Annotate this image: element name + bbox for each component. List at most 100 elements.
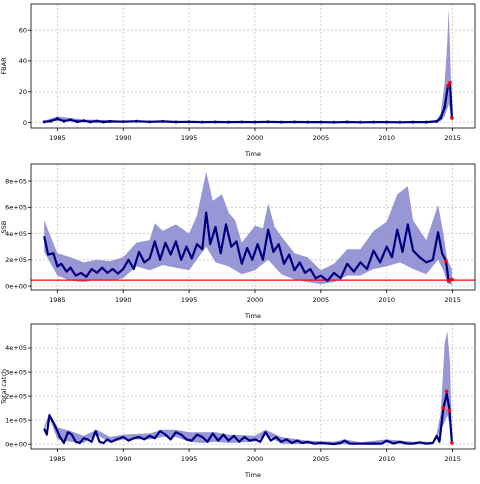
confidence-band xyxy=(44,171,452,285)
chart-panel-2: 1985 1990 1995 2000 2005 2010 2015 0e+00 2e+05 4e… xyxy=(0,163,476,320)
y-tick-label: 3e+05 xyxy=(5,368,27,376)
confidence-band xyxy=(44,8,452,123)
highlight-marker xyxy=(450,441,454,445)
x-tick-label: 1990 xyxy=(115,134,132,142)
series-point xyxy=(101,120,105,124)
series-point xyxy=(75,120,79,124)
y-tick-label: 40 xyxy=(19,57,27,65)
chart-panel-3: 1985 1990 1995 2000 2005 2010 2015 0e+00 1e+05 2e… xyxy=(0,323,476,479)
series-point xyxy=(55,117,59,121)
highlight-marker xyxy=(444,389,449,394)
x-tick-label: 1995 xyxy=(181,455,198,463)
plot-frame xyxy=(30,3,476,129)
highlight-marker xyxy=(444,259,448,263)
highlight-marker xyxy=(450,116,454,120)
y-axis-label: FBAR xyxy=(0,57,8,75)
y-tick-label: 4e+05 xyxy=(5,230,27,238)
y-axis-label: SSB xyxy=(0,221,8,234)
y-tick-label: 4e+05 xyxy=(5,344,27,352)
y-axis-label: Total catch xyxy=(0,369,8,405)
series-line xyxy=(44,81,453,124)
x-tick-label: 1995 xyxy=(181,296,198,304)
chart-panel-1: 1985 1990 1995 2000 2005 2010 2015 0 20 40 60 Time F… xyxy=(0,3,476,158)
y-tick-label: 0 xyxy=(23,119,27,127)
series-point xyxy=(332,120,336,124)
y-tick-label: 1e+05 xyxy=(5,416,27,424)
series-point xyxy=(187,120,191,124)
x-tick-label: 2015 xyxy=(444,296,461,304)
highlight-marker xyxy=(446,83,450,88)
x-tick-label: 2000 xyxy=(247,455,264,463)
series-point xyxy=(240,120,244,124)
highlight-marker xyxy=(447,408,452,413)
x-tick-label: 1985 xyxy=(49,296,66,304)
x-tick-label: 1990 xyxy=(115,455,132,463)
y-tick-label: 8e+05 xyxy=(5,177,27,185)
x-tick-label: 2005 xyxy=(313,455,330,463)
series-point xyxy=(82,119,86,123)
series-point xyxy=(108,119,112,123)
x-tick-label: 2010 xyxy=(378,455,395,463)
x-axis-label: Time xyxy=(244,150,261,158)
highlight-marker xyxy=(450,277,454,282)
series-point xyxy=(42,120,46,124)
series-point xyxy=(439,116,443,120)
x-tick-label: 2010 xyxy=(378,296,395,304)
y-tick-label: 0e+00 xyxy=(5,282,27,290)
series-point xyxy=(227,120,231,124)
series-point xyxy=(161,119,165,123)
y-tick-label: 0e+00 xyxy=(5,440,27,448)
series-point xyxy=(358,120,362,124)
x-axis-label: Time xyxy=(244,312,261,320)
x-tick-label: 1985 xyxy=(49,455,66,463)
series-point xyxy=(345,120,349,124)
series-point xyxy=(174,120,178,124)
x-tick-label: 1995 xyxy=(181,134,198,142)
series-point xyxy=(253,120,257,124)
series-point xyxy=(411,120,415,124)
x-axis-label: Time xyxy=(244,471,261,479)
series-point xyxy=(88,120,92,124)
series-point xyxy=(306,120,310,124)
y-tick-label: 2e+05 xyxy=(5,256,27,264)
series-line xyxy=(43,211,453,282)
x-tick-label: 1990 xyxy=(115,296,132,304)
plot-frame xyxy=(30,323,476,450)
x-tick-label: 2005 xyxy=(313,296,330,304)
series-point xyxy=(319,120,323,124)
series-point xyxy=(49,119,53,123)
x-tick-label: 2005 xyxy=(313,134,330,142)
y-tick-label: 20 xyxy=(19,88,27,96)
series-point xyxy=(385,120,389,124)
series-point xyxy=(213,120,217,124)
series-point xyxy=(134,119,138,123)
y-tick-label: 6e+05 xyxy=(5,204,27,212)
series-point xyxy=(424,120,428,124)
highlight-marker xyxy=(441,406,446,410)
series-point xyxy=(293,120,297,124)
series-point xyxy=(443,105,447,109)
series-point xyxy=(62,119,66,123)
series-point xyxy=(398,120,402,124)
y-tick-label: 2e+05 xyxy=(5,392,27,400)
y-tick-label: 60 xyxy=(19,26,27,34)
series-point xyxy=(372,120,376,124)
x-tick-label: 2015 xyxy=(444,134,461,142)
series-point xyxy=(69,118,73,122)
plot-frame xyxy=(30,163,476,291)
highlight-marker xyxy=(448,80,452,85)
series-point xyxy=(148,120,152,124)
x-tick-label: 2015 xyxy=(444,455,461,463)
series-point xyxy=(266,120,270,124)
series-point xyxy=(435,119,439,123)
series-point xyxy=(279,120,283,124)
x-tick-label: 2000 xyxy=(247,134,264,142)
series-point xyxy=(121,120,125,124)
x-tick-label: 1985 xyxy=(49,134,66,142)
x-tick-label: 2000 xyxy=(247,296,264,304)
x-tick-label: 2010 xyxy=(378,134,395,142)
series-point xyxy=(200,120,204,124)
series-line xyxy=(43,392,453,446)
